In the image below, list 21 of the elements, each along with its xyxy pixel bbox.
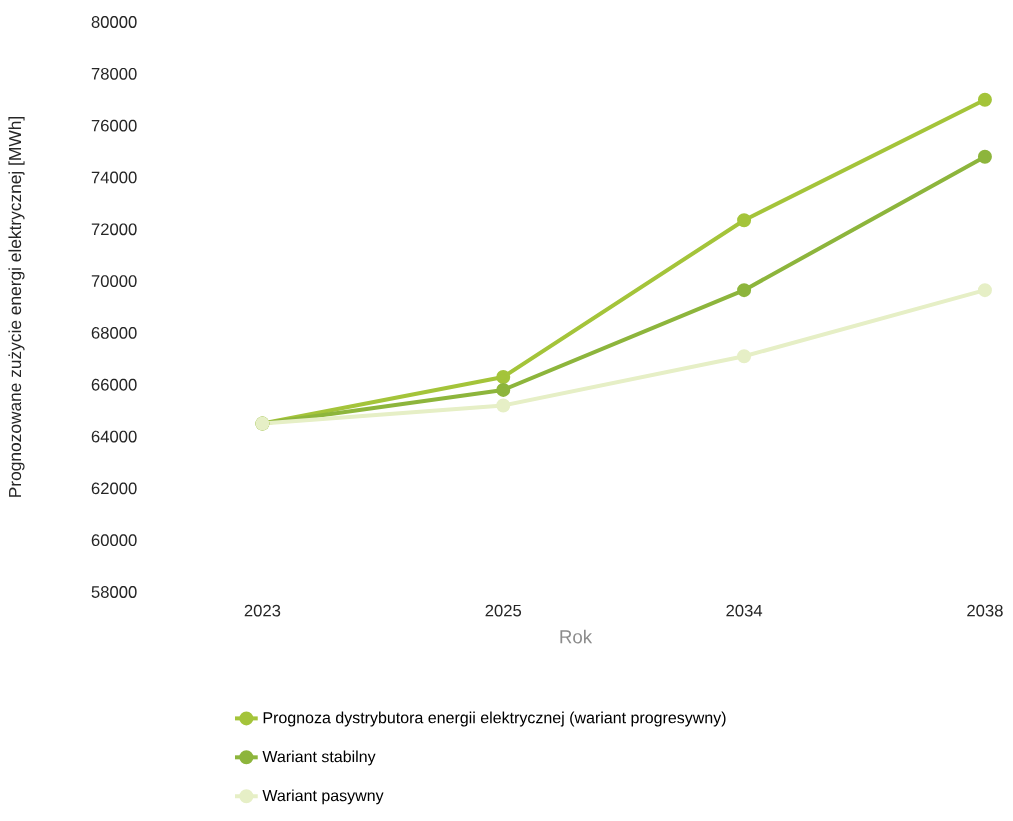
y-tick-label: 66000 <box>91 378 137 391</box>
y-tick-label: 74000 <box>91 171 137 184</box>
y-axis-title: Prognozowane zużycie energi elektrycznej [MWh] <box>8 117 25 497</box>
y-tick-label: 60000 <box>91 534 137 547</box>
x-tick-label: 2025 <box>485 604 522 617</box>
y-tick-label: 68000 <box>91 327 137 339</box>
x-tick-label: 2038 <box>967 604 1003 617</box>
x-tick-label: 2034 <box>726 604 763 617</box>
y-tick-label: 72000 <box>91 223 137 236</box>
y-tick-label: 58000 <box>91 586 137 598</box>
y-tick-label: 62000 <box>91 482 137 495</box>
x-axis-title: Rok <box>560 629 593 644</box>
y-tick-label: 76000 <box>91 119 137 132</box>
legend-label: Wariant stabilny <box>262 750 376 766</box>
y-tick-label: 64000 <box>91 430 137 443</box>
legend-label: Prognoza dystrybutora energii elektrycznej (wariant progresywny) <box>263 711 726 727</box>
x-tick-label: 2023 <box>244 604 281 617</box>
y-tick-label: 70000 <box>91 275 137 287</box>
y-tick-label: 80000 <box>91 16 137 28</box>
legend-label: Wariant pasywny <box>262 789 384 805</box>
y-tick-label: 78000 <box>91 67 137 80</box>
